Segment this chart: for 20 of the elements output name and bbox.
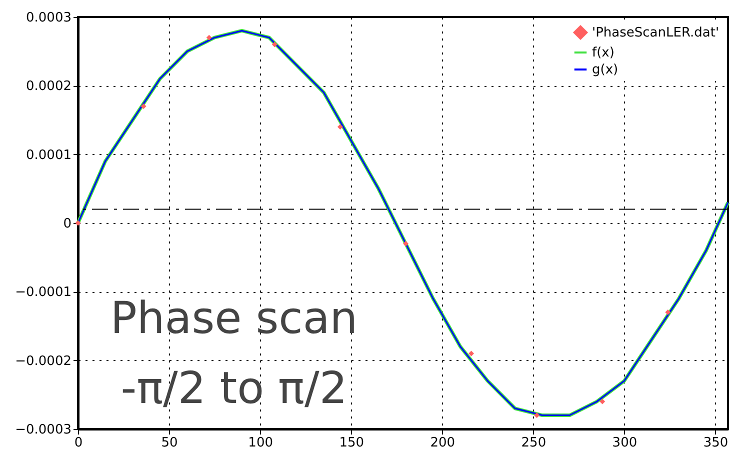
annotation: Phase scan [110, 293, 358, 344]
y-tick-label: 0 [63, 216, 72, 232]
x-tick-label: 50 [161, 436, 178, 450]
x-tick-label: 250 [521, 436, 546, 450]
x-tick-label: 200 [430, 436, 456, 450]
y-tick-label: −0.0002 [15, 354, 72, 369]
x-tick-label: 0 [74, 436, 83, 450]
annotation: -π/2 to π/2 [120, 363, 348, 414]
legend-label: g(x) [592, 62, 618, 78]
x-tick-label: 100 [248, 436, 273, 450]
y-tick-label: −0.0003 [15, 422, 72, 438]
y-tick-label: 0.0001 [26, 148, 72, 163]
x-tick-label: 150 [339, 436, 364, 450]
y-tick-label: 0.0002 [26, 79, 72, 94]
x-tick-label: 300 [612, 436, 638, 450]
y-tick-label: −0.0001 [15, 285, 72, 300]
y-tick-label: 0.0003 [26, 10, 72, 26]
legend-label: f(x) [592, 46, 614, 60]
legend-label: 'PhaseScanLER.dat' [592, 26, 720, 40]
x-tick-label: 350 [703, 436, 728, 450]
